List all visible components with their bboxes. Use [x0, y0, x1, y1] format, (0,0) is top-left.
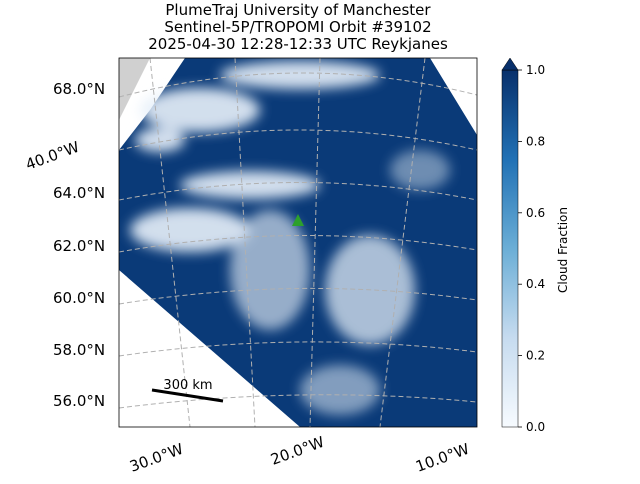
lon-label: 10.0°W	[413, 440, 472, 476]
volcano-marker	[292, 214, 304, 226]
map-frame	[118, 57, 478, 428]
colorbar-label: Cloud Fraction	[556, 207, 570, 293]
lat-label: 68.0°N	[53, 80, 105, 98]
colorbar-tick-label: 0.2	[526, 349, 545, 363]
colorbar-tick-label: 0.4	[526, 277, 545, 291]
scale-bar	[151, 388, 224, 403]
colorbar-tick-label: 1.0	[526, 63, 545, 77]
colorbar-tick-label: 0.8	[526, 134, 545, 148]
title-line: Sentinel-5P/TROPOMI Orbit #39102	[164, 18, 431, 36]
colorbar	[501, 69, 519, 428]
title-line: 2025-04-30 12:28-12:33 UTC Reykjanes	[148, 35, 448, 53]
lon-label: 30.0°W	[127, 440, 186, 476]
colorbar-tick-label: 0.0	[526, 420, 545, 434]
colorbar-tick-label: 0.6	[526, 206, 545, 220]
land	[119, 58, 150, 120]
map	[119, 58, 477, 427]
lon-label: 40.0°W	[23, 138, 82, 174]
lat-label: 58.0°N	[53, 341, 105, 359]
lat-label: 56.0°N	[53, 392, 105, 410]
colorbar-extend	[501, 57, 519, 71]
title-line: PlumeTraj University of Manchester	[165, 1, 431, 19]
clouds	[130, 61, 450, 415]
lat-label: 64.0°N	[53, 184, 105, 202]
graticule	[119, 58, 477, 427]
lat-label: 60.0°N	[53, 289, 105, 307]
lat-label: 62.0°N	[53, 237, 105, 255]
scale-label: 300 km	[163, 378, 212, 393]
lon-label: 20.0°W	[268, 433, 327, 469]
